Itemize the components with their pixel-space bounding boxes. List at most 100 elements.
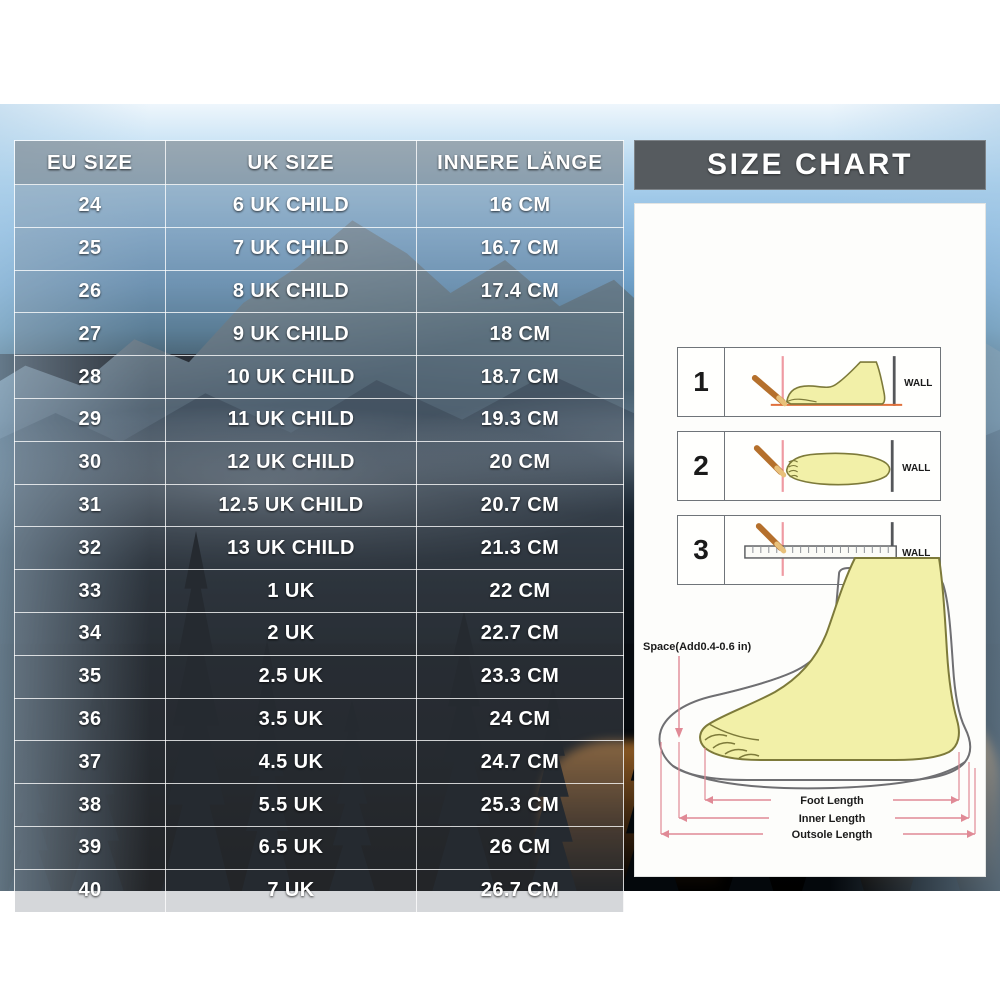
cell-eu-size: 30: [14, 440, 166, 485]
cell-uk-size: 6 UK CHILD: [165, 184, 417, 228]
cell-eu-size: 25: [14, 226, 166, 271]
inner-length-measure: Inner Length: [679, 810, 969, 826]
foot-arch: [708, 723, 760, 741]
shoe-sole: [672, 761, 966, 790]
outsole-length-label: Outsole Length: [792, 829, 873, 841]
table-row: 32 13 UK CHILD 21.3 CM: [14, 526, 624, 571]
cell-eu-size: 35: [14, 654, 166, 699]
cell-eu-size: 40: [14, 868, 166, 913]
cell-uk-size: 13 UK CHILD: [165, 526, 417, 571]
cell-inner-length: 18.7 CM: [416, 355, 624, 399]
column-header-eu-size: EU SIZE: [14, 140, 166, 185]
cell-inner-length: 16 CM: [416, 184, 624, 228]
table-row: 25 7 UK CHILD 16.7 CM: [14, 226, 624, 271]
cell-inner-length: 26 CM: [416, 825, 624, 870]
cell-uk-size: 11 UK CHILD: [165, 397, 417, 442]
step-3-number: 3: [678, 516, 725, 584]
pencil-icon: [753, 445, 787, 478]
cell-inner-length: 24 CM: [416, 697, 624, 742]
inner-length-label: Inner Length: [799, 813, 866, 825]
cell-inner-length: 18 CM: [416, 312, 624, 357]
cell-eu-size: 27: [14, 312, 166, 357]
cell-uk-size: 8 UK CHILD: [165, 269, 417, 314]
table-row: 39 6.5 UK 26 CM: [14, 825, 624, 870]
cell-uk-size: 3.5 UK: [165, 697, 417, 742]
toes: [788, 459, 799, 478]
step-2-row: 2: [677, 431, 941, 501]
cell-eu-size: 24: [14, 184, 166, 228]
wall-label: WALL: [902, 463, 930, 474]
cell-inner-length: 20 CM: [416, 440, 624, 485]
cell-eu-size: 37: [14, 740, 166, 785]
cell-inner-length: 23.3 CM: [416, 654, 624, 699]
table-row: 35 2.5 UK 23.3 CM: [14, 654, 624, 699]
outsole-length-measure: Outsole Length: [661, 826, 975, 842]
cell-uk-size: 2.5 UK: [165, 654, 417, 699]
cell-inner-length: 19.3 CM: [416, 397, 624, 442]
cell-uk-size: 1 UK: [165, 569, 417, 613]
ruler-shape: [744, 545, 897, 559]
step-2-illustration: WALL: [725, 432, 940, 500]
cell-eu-size: 28: [14, 355, 166, 399]
size-chart-panel: SIZE CHART 1: [634, 140, 986, 877]
table-row: 38 5.5 UK 25.3 CM: [14, 783, 624, 827]
foot-shape: [699, 557, 960, 761]
cell-eu-size: 36: [14, 697, 166, 742]
table-row: 27 9 UK CHILD 18 CM: [14, 312, 624, 357]
table-row: 30 12 UK CHILD 20 CM: [14, 440, 624, 485]
cell-uk-size: 6.5 UK: [165, 825, 417, 870]
column-header-inner-length: INNERE LÄNGE: [416, 140, 624, 185]
cell-eu-size: 31: [14, 483, 166, 528]
foot-measurement-diagram: Space(Add0.4-0.6 in): [643, 556, 979, 856]
wall-label: WALL: [904, 378, 932, 389]
space-label: Space(Add0.4-0.6 in): [643, 641, 752, 653]
cell-eu-size: 34: [14, 611, 166, 656]
table-row: 28 10 UK CHILD 18.7 CM: [14, 355, 624, 399]
table-row: 29 11 UK CHILD 19.3 CM: [14, 397, 624, 442]
table-row: 26 8 UK CHILD 17.4 CM: [14, 269, 624, 314]
table-row: 33 1 UK 22 CM: [14, 569, 624, 613]
pencil-icon: [755, 523, 787, 554]
wall-label: WALL: [902, 548, 930, 559]
panel-title-bar: SIZE CHART: [634, 140, 986, 190]
size-table: EU SIZE UK SIZE INNERE LÄNGE 24 6 UK CHIL…: [14, 140, 624, 913]
cell-eu-size: 26: [14, 269, 166, 314]
cell-uk-size: 9 UK CHILD: [165, 312, 417, 357]
toes: [704, 733, 760, 759]
cell-uk-size: 10 UK CHILD: [165, 355, 417, 399]
cell-inner-length: 21.3 CM: [416, 526, 624, 571]
step-1-row: 1 WALL: [677, 347, 941, 417]
cell-inner-length: 22.7 CM: [416, 611, 624, 656]
table-row: 40 7 UK 26.7 CM: [14, 868, 624, 913]
cell-uk-size: 2 UK: [165, 611, 417, 656]
panel-card: 1 WALL: [634, 203, 986, 877]
cell-eu-size: 39: [14, 825, 166, 870]
table-row: 31 12.5 UK CHILD 20.7 CM: [14, 483, 624, 528]
cell-uk-size: 12.5 UK CHILD: [165, 483, 417, 528]
foot-shape: [785, 361, 886, 405]
cell-inner-length: 22 CM: [416, 569, 624, 613]
table-row: 34 2 UK 22.7 CM: [14, 611, 624, 656]
step-1-illustration: WALL: [725, 348, 940, 416]
cell-inner-length: 16.7 CM: [416, 226, 624, 271]
cell-eu-size: 33: [14, 569, 166, 613]
cell-inner-length: 25.3 CM: [416, 783, 624, 827]
cell-uk-size: 12 UK CHILD: [165, 440, 417, 485]
panel-title: SIZE CHART: [707, 148, 913, 181]
table-row: 24 6 UK CHILD 16 CM: [14, 184, 624, 228]
cell-inner-length: 17.4 CM: [416, 269, 624, 314]
table-row: 36 3.5 UK 24 CM: [14, 697, 624, 742]
foot-length-measure: Foot Length: [705, 792, 959, 808]
space-arrow: [675, 728, 683, 738]
cell-inner-length: 26.7 CM: [416, 868, 624, 913]
cell-uk-size: 7 UK: [165, 868, 417, 913]
table-row: 37 4.5 UK 24.7 CM: [14, 740, 624, 785]
step-1-number: 1: [678, 348, 725, 416]
arch-line: [786, 398, 817, 403]
cell-inner-length: 24.7 CM: [416, 740, 624, 785]
cell-uk-size: 4.5 UK: [165, 740, 417, 785]
cell-eu-size: 29: [14, 397, 166, 442]
foot-length-label: Foot Length: [800, 795, 864, 807]
table-header: EU SIZE UK SIZE INNERE LÄNGE: [14, 140, 624, 185]
